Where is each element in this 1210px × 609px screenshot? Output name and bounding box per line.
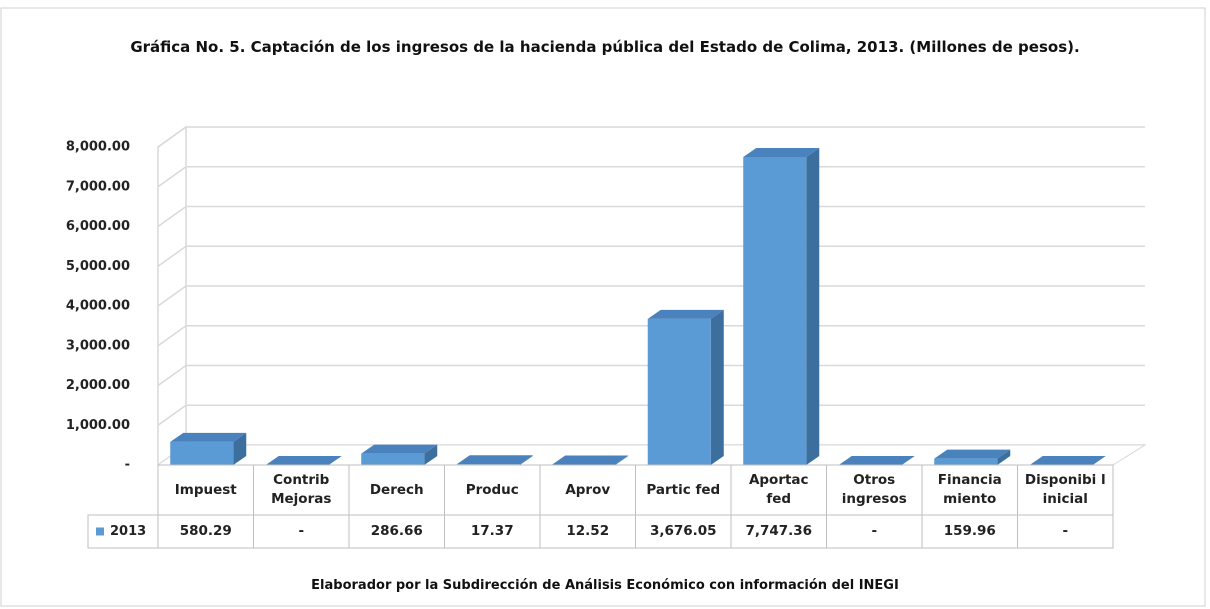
grid-line — [157, 126, 1145, 148]
y-tick-label: - — [125, 458, 130, 473]
bar-top — [361, 444, 438, 454]
bar-top — [552, 455, 629, 465]
bar — [934, 449, 1011, 465]
y-tick-label: 4,000.00 — [66, 299, 130, 314]
bar-side — [424, 444, 438, 465]
y-tick-label: 5,000.00 — [66, 259, 130, 274]
left-wall — [157, 125, 187, 465]
category-label: Financia miento — [937, 472, 1002, 507]
value-label: - — [871, 523, 878, 539]
bar — [456, 455, 533, 465]
category-label: Impuest — [174, 481, 237, 498]
chart-title: Gráfica No. 5. Captación de los ingresos… — [130, 38, 1080, 56]
bar-side — [806, 148, 820, 466]
bar-front — [743, 157, 807, 466]
bar — [265, 456, 342, 465]
y-tick-label: 1,000.00 — [66, 418, 130, 433]
value-label: 17.37 — [470, 523, 514, 539]
value-label: 3,676.05 — [649, 523, 717, 539]
bar-top — [838, 456, 915, 465]
value-label: - — [1062, 523, 1069, 539]
category-label: Derech — [369, 481, 424, 498]
table-border — [87, 514, 159, 549]
bar — [838, 456, 915, 465]
bar-top — [743, 148, 820, 158]
value-label: 580.29 — [179, 523, 232, 539]
bar-side — [615, 455, 629, 465]
bar-top — [170, 432, 247, 442]
bar — [552, 455, 629, 465]
bar — [647, 309, 724, 465]
grid-line — [157, 205, 1145, 228]
bar-top — [1029, 456, 1106, 465]
bar — [361, 444, 438, 465]
grid-line — [157, 285, 1145, 307]
bar — [170, 432, 247, 465]
y-tick-label: 3,000.00 — [66, 338, 130, 353]
bar-front — [170, 441, 234, 465]
grid-line — [157, 166, 1145, 188]
legend-swatch — [96, 527, 104, 536]
y-tick-label: 8,000.00 — [66, 140, 130, 155]
bar-side — [233, 432, 247, 465]
value-label: 7,747.36 — [745, 523, 813, 539]
y-tick-label: 2,000.00 — [66, 378, 130, 393]
category-label: Produc — [465, 481, 519, 498]
bar-side — [710, 309, 724, 465]
bar-top — [456, 455, 533, 465]
bar-front — [647, 318, 711, 465]
footer: Elaborador por la Subdirección de Anális… — [311, 578, 899, 593]
frame — [0, 7, 1206, 607]
y-tick-label: 7,000.00 — [66, 179, 130, 194]
bar-front — [361, 453, 425, 465]
bar-front — [934, 458, 998, 465]
category-label: Otros ingresos — [841, 472, 907, 507]
bar — [1029, 456, 1106, 465]
bar-top — [265, 456, 342, 465]
value-label: 159.96 — [943, 523, 996, 539]
bar — [743, 148, 820, 466]
category-label: Partic fed — [646, 481, 721, 498]
bar-top — [934, 449, 1011, 459]
bar-side — [997, 449, 1011, 465]
y-tick-label: 6,000.00 — [66, 219, 130, 234]
bar-side — [519, 455, 533, 465]
category-label: Aprov — [565, 481, 611, 498]
legend-label: 2013 — [110, 524, 146, 539]
category-label: Contrib Mejoras — [271, 472, 332, 507]
value-label: 286.66 — [370, 523, 423, 539]
value-label: - — [298, 523, 305, 539]
value-label: 12.52 — [566, 523, 610, 539]
bar-top — [647, 309, 724, 319]
grid-line — [157, 245, 1145, 267]
category-label: Aportac fed — [748, 472, 809, 507]
category-label: Disponibi l inicial — [1024, 472, 1106, 507]
